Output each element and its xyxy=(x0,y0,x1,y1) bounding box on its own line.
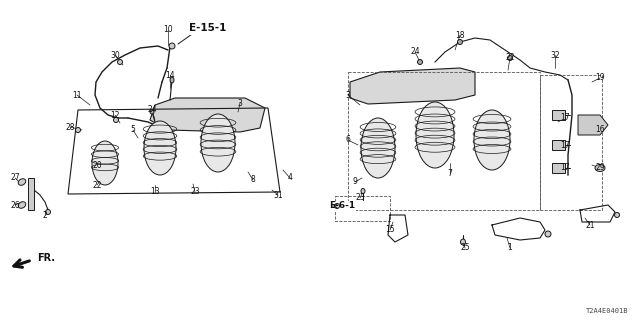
Text: 17: 17 xyxy=(560,164,570,172)
Ellipse shape xyxy=(361,118,395,178)
Ellipse shape xyxy=(118,60,122,65)
Text: E-6-1: E-6-1 xyxy=(329,202,355,211)
Text: 9: 9 xyxy=(353,178,357,187)
Bar xyxy=(540,75,602,210)
Ellipse shape xyxy=(76,127,81,132)
Text: FR.: FR. xyxy=(37,253,55,263)
Text: 24: 24 xyxy=(147,106,157,115)
Ellipse shape xyxy=(170,77,174,83)
Text: 27: 27 xyxy=(10,173,20,182)
Polygon shape xyxy=(28,178,34,210)
Text: 3: 3 xyxy=(237,99,243,108)
Polygon shape xyxy=(552,140,565,150)
Ellipse shape xyxy=(458,39,463,44)
Text: E-15-1: E-15-1 xyxy=(189,23,227,33)
Text: 23: 23 xyxy=(355,194,365,203)
Text: 23: 23 xyxy=(190,188,200,196)
Ellipse shape xyxy=(45,210,51,214)
Ellipse shape xyxy=(150,110,154,114)
Text: 1: 1 xyxy=(508,244,513,252)
Ellipse shape xyxy=(416,102,454,168)
Text: 29: 29 xyxy=(595,164,605,172)
Text: 4: 4 xyxy=(287,173,292,182)
Text: T2A4E0401B: T2A4E0401B xyxy=(586,308,628,314)
Ellipse shape xyxy=(361,188,365,194)
Text: 15: 15 xyxy=(385,226,395,235)
Ellipse shape xyxy=(614,212,620,218)
Text: 19: 19 xyxy=(595,74,605,83)
Text: 12: 12 xyxy=(110,110,120,119)
Text: 31: 31 xyxy=(273,190,283,199)
Polygon shape xyxy=(578,115,608,135)
Text: 26: 26 xyxy=(10,201,20,210)
Text: 13: 13 xyxy=(150,188,160,196)
Ellipse shape xyxy=(169,43,175,49)
Bar xyxy=(348,72,540,210)
Polygon shape xyxy=(150,98,265,132)
Text: 24: 24 xyxy=(410,47,420,57)
Text: 28: 28 xyxy=(65,123,75,132)
Text: 6: 6 xyxy=(346,135,351,145)
Text: 10: 10 xyxy=(163,26,173,35)
Text: 14: 14 xyxy=(165,70,175,79)
Text: 2: 2 xyxy=(43,211,47,220)
Ellipse shape xyxy=(18,202,26,208)
Text: 21: 21 xyxy=(585,220,595,229)
Text: 32: 32 xyxy=(550,51,560,60)
Text: 18: 18 xyxy=(455,30,465,39)
Text: 16: 16 xyxy=(595,125,605,134)
Text: 7: 7 xyxy=(447,169,452,178)
Ellipse shape xyxy=(18,179,26,185)
Polygon shape xyxy=(350,68,475,104)
Ellipse shape xyxy=(474,110,510,170)
Text: 8: 8 xyxy=(251,175,255,185)
Ellipse shape xyxy=(417,60,422,65)
Ellipse shape xyxy=(144,121,176,175)
Ellipse shape xyxy=(461,239,465,245)
Polygon shape xyxy=(552,110,565,120)
Ellipse shape xyxy=(113,117,118,123)
Text: 30: 30 xyxy=(110,51,120,60)
Text: 22: 22 xyxy=(505,53,515,62)
Text: 17: 17 xyxy=(560,114,570,123)
Ellipse shape xyxy=(545,231,551,237)
Text: 11: 11 xyxy=(72,91,82,100)
Polygon shape xyxy=(552,163,565,173)
Bar xyxy=(335,196,390,221)
Text: 17: 17 xyxy=(560,140,570,149)
Ellipse shape xyxy=(201,114,235,172)
Text: 22: 22 xyxy=(92,180,102,189)
Text: 20: 20 xyxy=(92,161,102,170)
Text: 25: 25 xyxy=(460,244,470,252)
Ellipse shape xyxy=(595,164,605,172)
Ellipse shape xyxy=(508,55,513,60)
Text: 3: 3 xyxy=(346,91,351,100)
Text: 5: 5 xyxy=(131,125,136,134)
Ellipse shape xyxy=(92,141,118,185)
